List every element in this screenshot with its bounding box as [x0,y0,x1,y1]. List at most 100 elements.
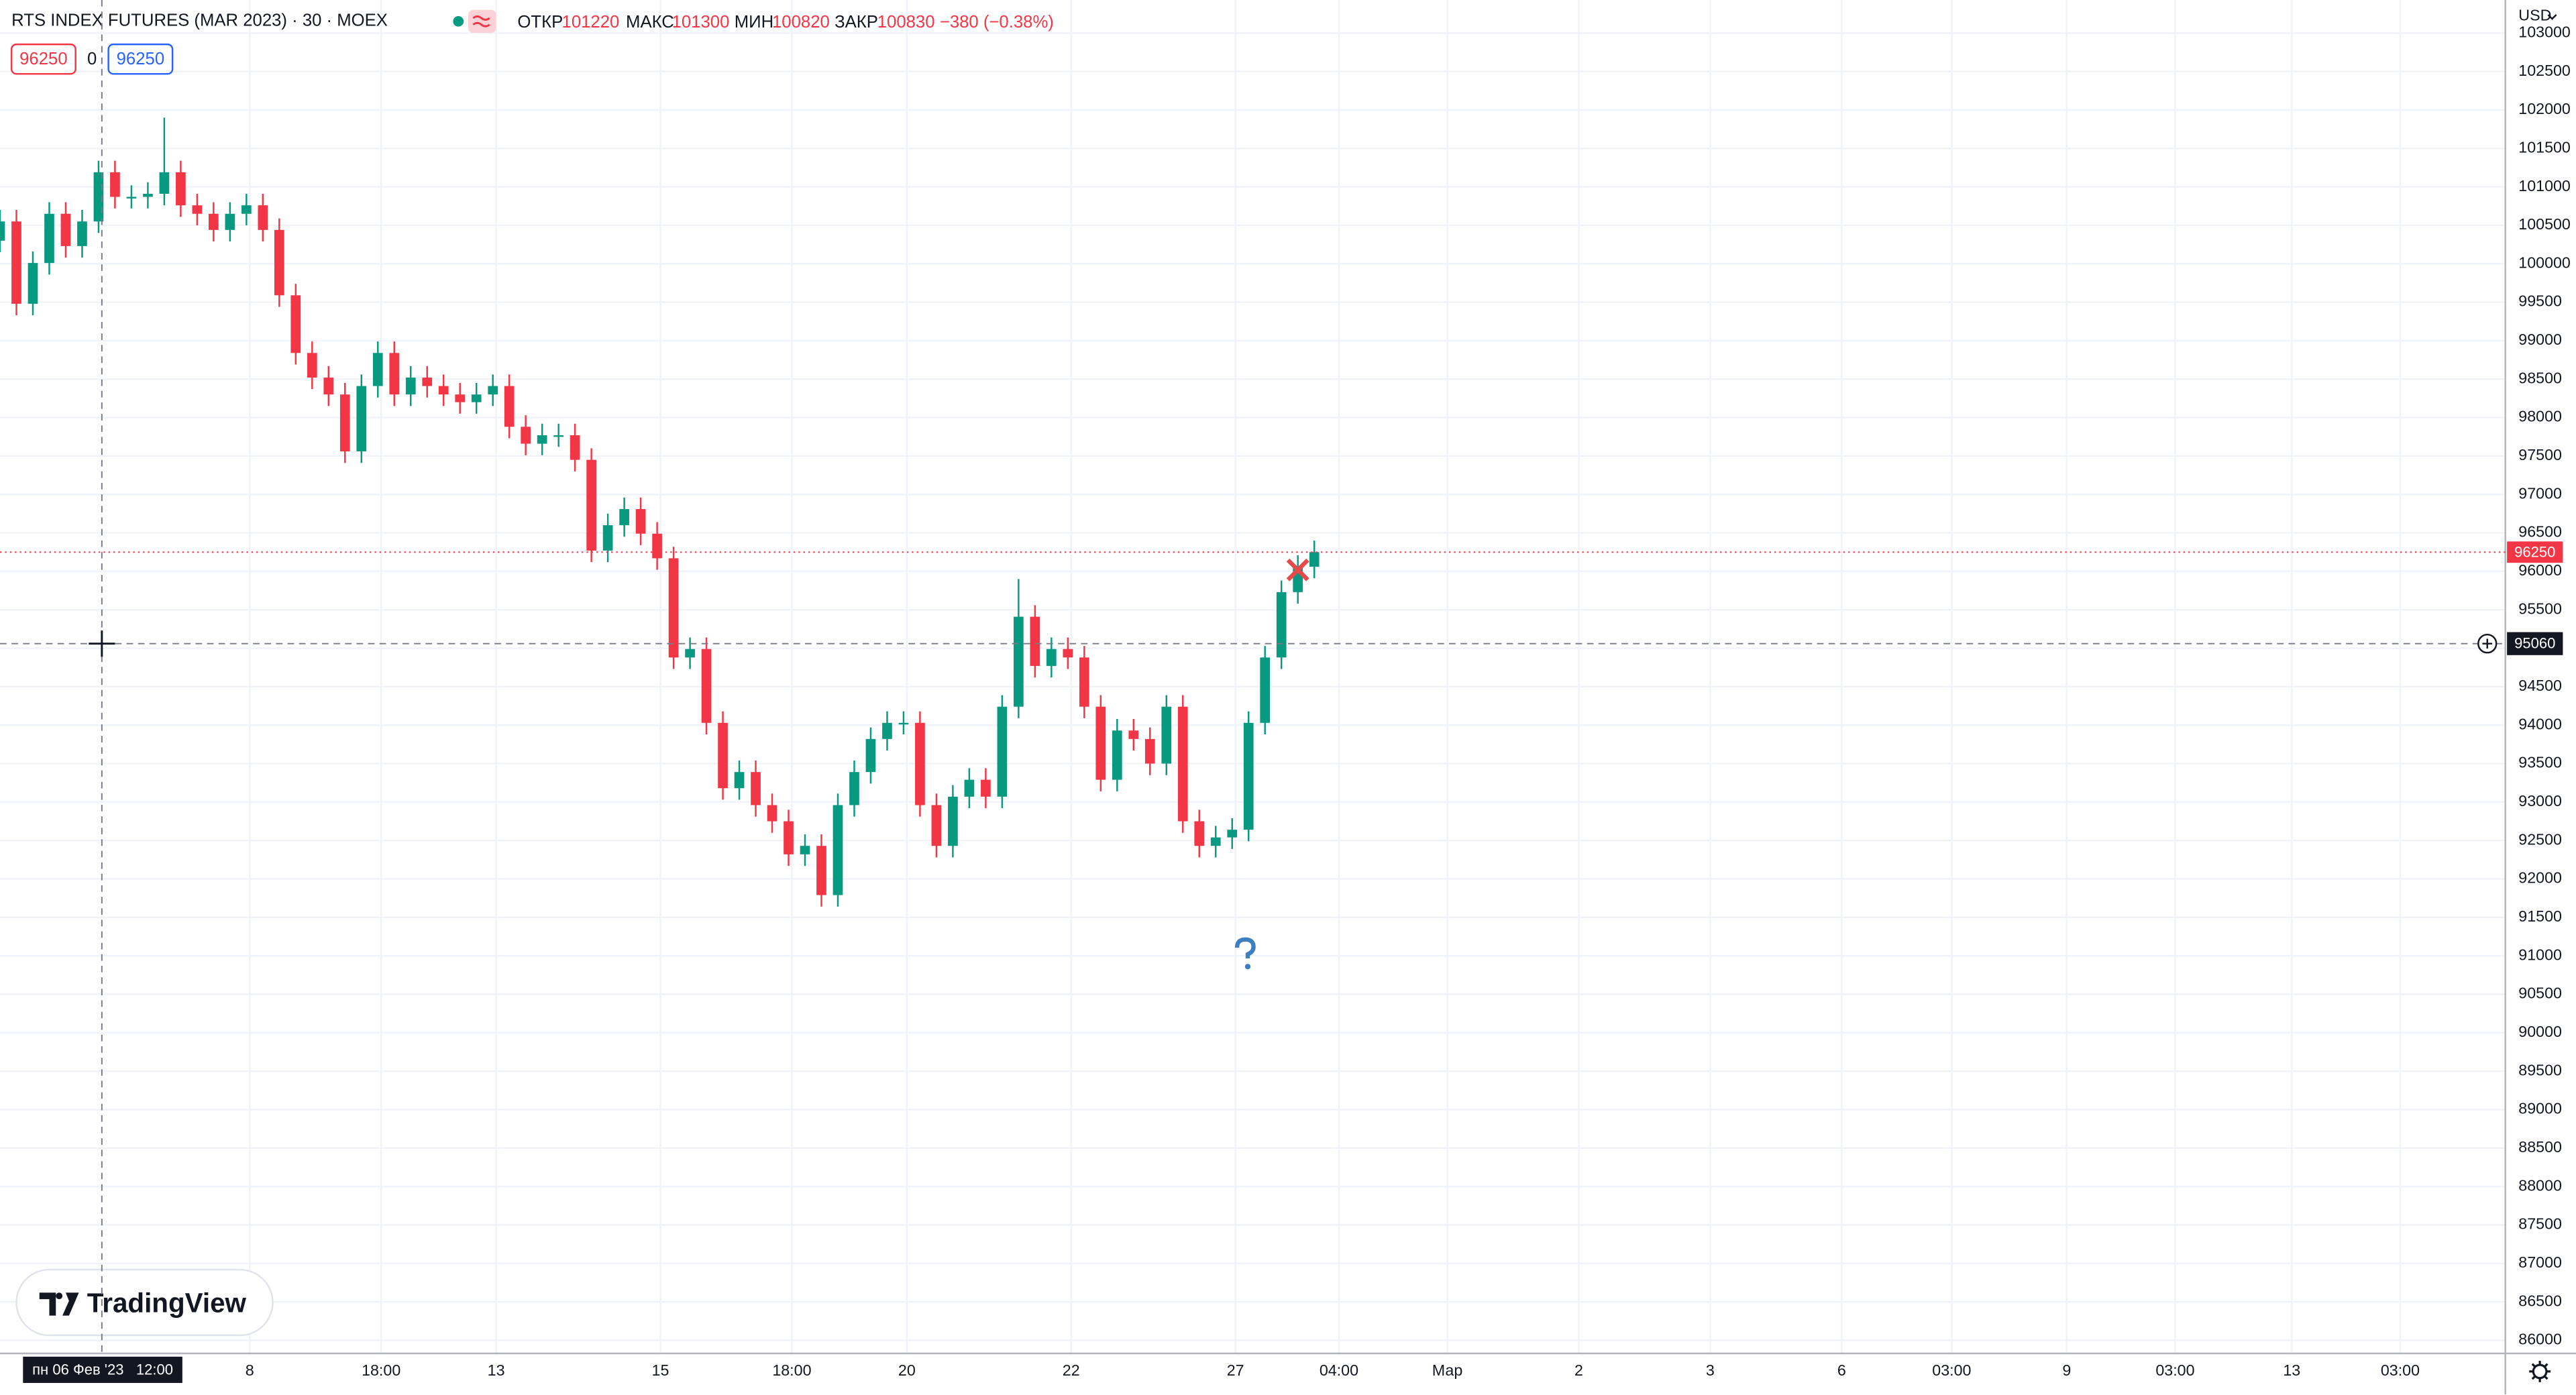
x-tick-label: 18:00 [362,1361,400,1379]
candle-body [209,213,219,230]
logo-badge[interactable] [15,1268,274,1337]
candle-body [1014,616,1024,707]
candle-body [521,427,531,444]
y-tick-label: 92500 [2518,830,2562,848]
x-tick-label: 18:00 [772,1361,811,1379]
candle-body [1309,552,1320,567]
y-tick-label: 99500 [2518,292,2562,310]
y-tick-label: 87500 [2518,1215,2562,1233]
candle-body [1112,730,1122,780]
y-tick-label: 98000 [2518,408,2562,425]
candle-body [833,805,843,895]
status-dot [453,16,464,27]
low-value: 100820 [772,13,830,32]
candle-body [816,846,826,895]
y-tick-label: 88000 [2518,1176,2562,1194]
crosshair-price-tag [2507,632,2563,655]
candle-body [784,821,794,854]
candle-body [882,722,892,739]
sell-price[interactable]: 96250 [19,50,67,68]
x-tick-label: 27 [1227,1361,1244,1379]
candle-body [685,649,695,658]
candle-body [931,805,942,846]
buy-price[interactable]: 96250 [117,50,164,68]
high-value: 101300 [672,13,730,32]
grid [0,0,2506,1353]
candle-body [274,229,284,296]
settings-icon[interactable] [2532,1363,2548,1380]
candle-body [767,805,777,822]
candle-body [307,353,317,378]
candle-body [339,394,350,452]
candle-body [356,386,367,452]
x-tick-label: 13 [2283,1361,2300,1379]
help-marker[interactable] [1234,937,1256,958]
candle-body [1177,706,1188,822]
candle-body [192,205,203,214]
close-marker[interactable] [1286,558,1309,581]
candle-body [1144,738,1155,764]
candle-body [997,706,1008,797]
currency-caret [2547,14,2557,20]
y-tick-label: 91000 [2518,946,2562,963]
candle-body [537,435,547,444]
y-tick-label: 86000 [2518,1331,2562,1348]
x-tick-label: 03:00 [2381,1361,2420,1379]
candle-body [1030,616,1040,666]
y-tick-label: 92000 [2518,869,2562,887]
open-value: 101220 [562,13,620,32]
help-marker-dot [1244,964,1251,970]
symbol-title: RTS INDEX FUTURES (MAR 2023) · 30 · MOEX [11,11,388,30]
y-tick-label: 96000 [2518,561,2562,579]
candle-body [570,435,580,460]
candle-body [553,435,564,437]
y-tick-label: 102500 [2518,62,2571,79]
candle-body [635,509,646,534]
candle-body [915,722,925,805]
candle-body [93,172,104,222]
logo-text[interactable]: TradingView [87,1287,247,1318]
candle-body [504,386,515,427]
status-badge [468,9,496,33]
change-value: −380 (−0.38%) [940,13,1054,32]
y-tick-label: 93500 [2518,754,2562,771]
x-tick-label: 15 [652,1361,669,1379]
crosshair-cursor [89,630,115,657]
y-tick-label: 87000 [2518,1253,2562,1271]
crosshair-time-tag [23,1356,182,1384]
candle-body [60,213,71,246]
candle-body [751,772,761,805]
candle-body [964,779,975,797]
candle-body [898,722,909,725]
sell-button[interactable] [10,43,76,75]
candle-body [602,525,613,551]
y-tick-label: 98500 [2518,369,2562,386]
buy-button[interactable] [107,43,174,75]
y-tick-label: 95500 [2518,600,2562,617]
y-tick-label: 88500 [2518,1138,2562,1156]
crosshair-price-label: 95060 [2514,635,2555,652]
candle-body [1095,706,1106,780]
candle-body [1276,592,1287,658]
y-tick-label: 97000 [2518,484,2562,502]
candle-body [1260,657,1271,723]
y-tick-label: 90000 [2518,1023,2562,1040]
candle-body [44,213,54,264]
x-tick-label: 04:00 [1320,1361,1358,1379]
candle-body [718,722,728,789]
candle-body [1063,649,1073,658]
spread: 0 [87,50,97,68]
crosshair-time-label: пн 06 Фев '23 12:00 [32,1361,173,1378]
y-tick-label: 102000 [2518,100,2571,117]
candle-body [241,205,252,214]
currency[interactable]: USD [2518,7,2551,24]
y-tick-label: 89000 [2518,1100,2562,1117]
candle-body [28,263,38,304]
x-tick-label: 20 [898,1361,916,1379]
candle-body [1243,722,1254,830]
x-tick-label: 6 [1837,1361,1846,1379]
add-alert-plus [2482,638,2493,649]
y-tick-label: 94000 [2518,715,2562,732]
